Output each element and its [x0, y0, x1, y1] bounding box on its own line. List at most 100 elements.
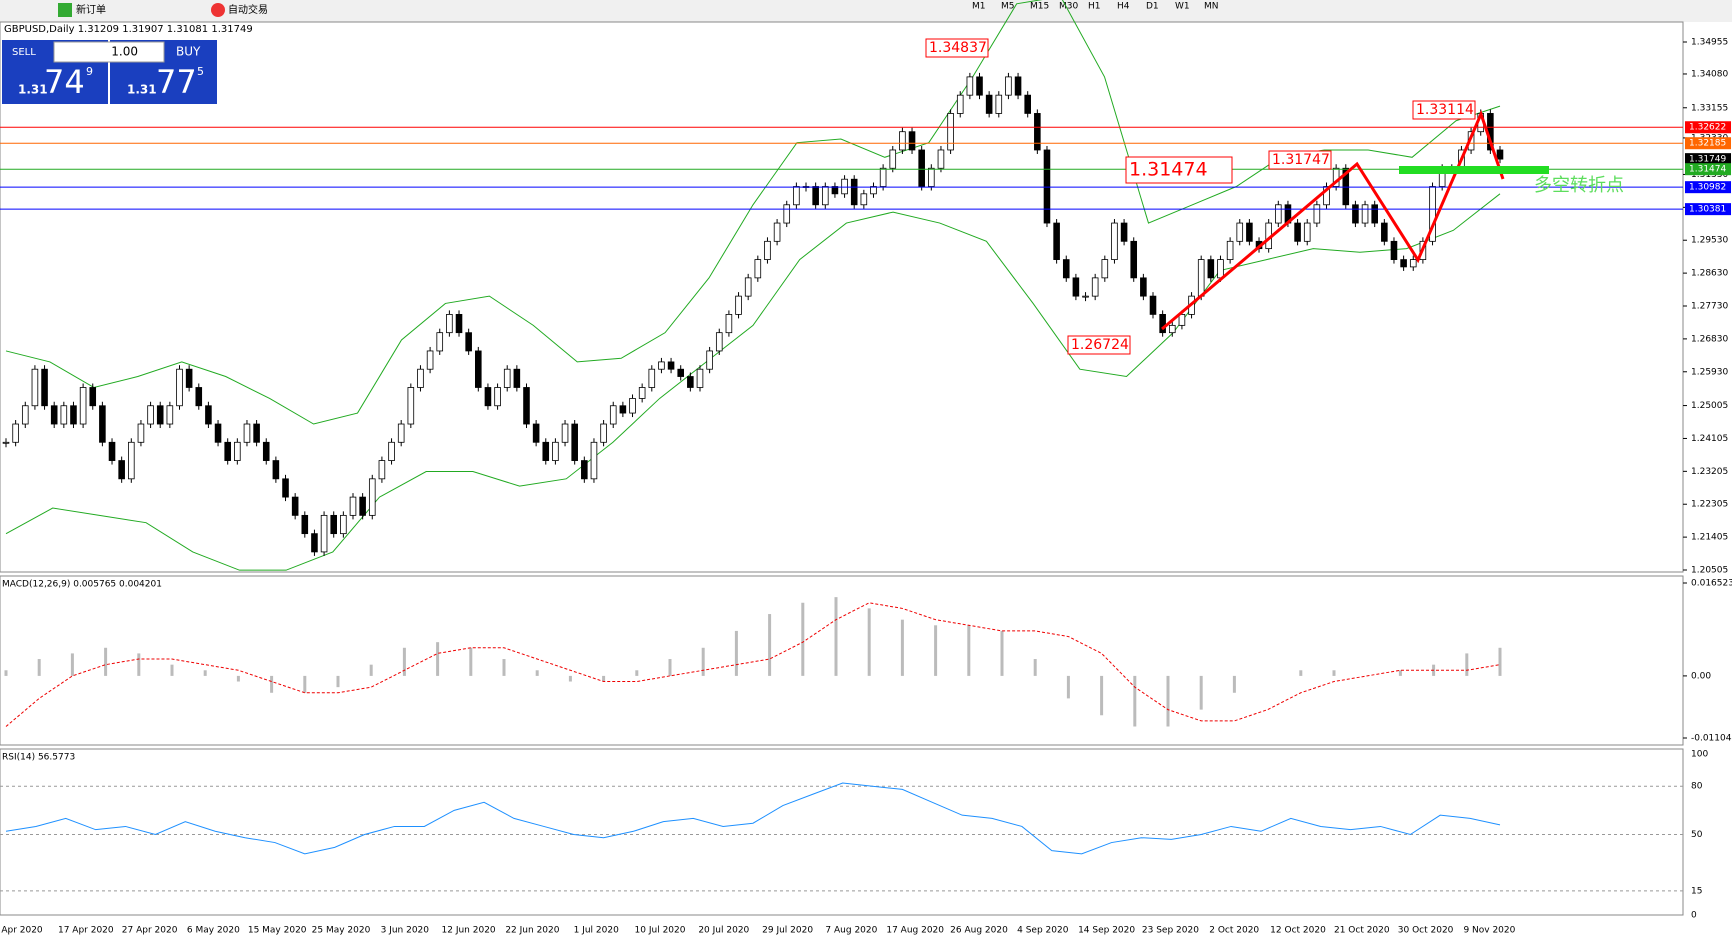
candle [368, 478, 376, 516]
candle [320, 514, 328, 553]
y-tick-label: 15 [1691, 886, 1702, 896]
timeframe-button[interactable]: M15 [1030, 2, 1049, 12]
timeframe-button[interactable]: H4 [1117, 2, 1130, 12]
sell-price-prefix: 1.31 [18, 83, 48, 97]
candle [600, 423, 607, 443]
bollinger-band [5, 0, 1501, 425]
new-order-button[interactable]: 新订单 [76, 3, 106, 16]
level-label: 1.31474 [1689, 165, 1726, 175]
y-tick-label: 1.22305 [1691, 500, 1728, 510]
y-tick-label: 100 [1691, 750, 1708, 760]
candle [253, 423, 260, 443]
candle [947, 113, 954, 151]
price-callout-label: 1.33114 [1416, 102, 1474, 118]
price-callout [1125, 156, 1233, 184]
candle [889, 149, 897, 169]
level-tag [1685, 121, 1731, 134]
sell-price-point: 9 [86, 65, 93, 78]
price-callout-label: 1.26724 [1071, 337, 1129, 353]
candle [494, 387, 501, 407]
level-tag [1685, 181, 1731, 194]
candle [985, 94, 993, 114]
candle [407, 387, 415, 425]
ohlc: 1.31907 [122, 24, 163, 35]
candle [1197, 259, 1205, 297]
timeframe-button[interactable]: MN [1204, 2, 1219, 12]
rsi-line [5, 782, 1501, 855]
candle [176, 368, 183, 407]
candle [1342, 167, 1350, 206]
candle [2, 441, 10, 444]
timeframe-button[interactable]: M30 [1059, 2, 1078, 12]
auto-trading-button[interactable]: 自动交易 [228, 3, 268, 16]
candle [1149, 295, 1157, 315]
candle [156, 405, 164, 425]
ohlc: 1.31749 [211, 24, 252, 35]
candle [234, 441, 241, 461]
macd-signal [5, 602, 1501, 727]
candle [1053, 222, 1060, 260]
candle [1082, 295, 1089, 298]
y-tick-label: 1.29530 [1691, 236, 1728, 246]
x-tick-label: 29 Jul 2020 [762, 926, 813, 936]
timeframe-button[interactable]: H1 [1088, 2, 1101, 12]
candle [272, 460, 280, 480]
price-callout [1412, 100, 1476, 120]
candle [523, 387, 530, 425]
y-tick-label: 1.25930 [1691, 367, 1728, 377]
y-tick-label: 1.34955 [1691, 38, 1728, 48]
candle [1024, 94, 1031, 114]
candle [1130, 240, 1138, 279]
timeframe-button[interactable]: D1 [1146, 2, 1159, 12]
timeframe-button[interactable]: W1 [1175, 2, 1190, 12]
buy-price-prefix: 1.31 [127, 83, 157, 97]
timeframe-button[interactable]: M5 [1001, 2, 1015, 12]
new-order-icon[interactable] [58, 3, 72, 17]
timeframe-button[interactable]: M1 [972, 2, 986, 12]
lots-value[interactable]: 1.00 [111, 45, 138, 59]
x-tick-label: 17 Aug 2020 [886, 926, 944, 936]
auto-trading-icon[interactable] [211, 3, 225, 17]
candle [850, 178, 858, 206]
candle [1091, 277, 1099, 297]
candle [224, 441, 231, 461]
candle [340, 514, 347, 535]
candle [879, 167, 887, 187]
y-tick-label: 0.016523 [1691, 579, 1732, 589]
x-tick-label: 30 Oct 2020 [1398, 926, 1454, 936]
candle [1400, 259, 1407, 268]
x-tick-label: 25 May 2020 [312, 926, 371, 936]
candle [725, 314, 733, 334]
buy-button[interactable]: BUY [176, 45, 201, 59]
candle [937, 149, 945, 169]
x-tick-label: 9 Nov 2020 [1463, 926, 1515, 936]
bollinger-band [5, 193, 1501, 571]
lots-input[interactable] [53, 41, 165, 63]
candle [465, 332, 472, 352]
level-tag [1685, 137, 1731, 150]
candle [966, 76, 974, 96]
candle [388, 441, 395, 461]
x-tick-label: 12 Jun 2020 [442, 926, 496, 936]
candle [956, 94, 964, 114]
candle [571, 423, 578, 461]
y-tick-label: 1.21405 [1691, 533, 1728, 543]
x-tick-label: 3 Jun 2020 [381, 926, 430, 936]
price-callout [1067, 335, 1131, 355]
candle [503, 368, 511, 388]
candle [166, 405, 174, 425]
sell-button[interactable]: SELL [12, 47, 36, 58]
candle [1303, 222, 1311, 242]
x-tick-label: 1 Jul 2020 [574, 926, 619, 936]
toolbar [0, 0, 1732, 22]
candle [243, 423, 251, 443]
level-label: 1.30381 [1689, 205, 1726, 215]
candle [735, 295, 742, 315]
y-tick-label: 1.20505 [1691, 566, 1728, 576]
candle [648, 368, 656, 388]
sell-price-main: 74 [44, 63, 85, 101]
level-label: 1.32622 [1689, 123, 1726, 133]
candle [1313, 204, 1321, 224]
level-label: 1.30982 [1689, 183, 1726, 193]
